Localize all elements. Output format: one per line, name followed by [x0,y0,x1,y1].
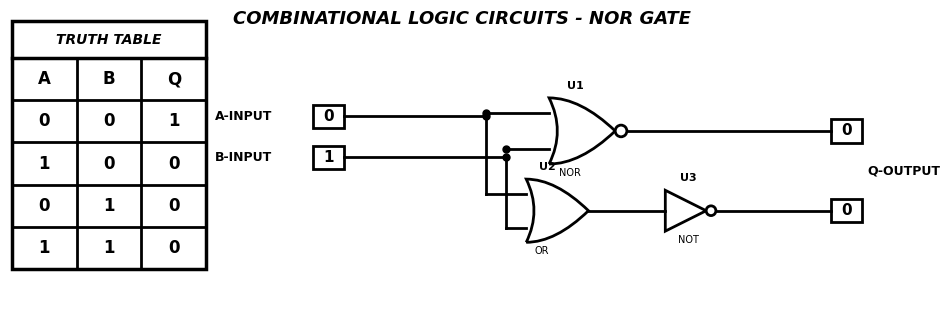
Text: 0: 0 [168,154,180,173]
Text: OR: OR [535,246,549,256]
Text: U1: U1 [567,81,584,91]
Text: B: B [103,70,115,88]
PathPatch shape [549,98,616,164]
Text: 1: 1 [104,239,115,257]
Text: 0: 0 [104,112,115,130]
PathPatch shape [526,179,588,242]
Bar [11,21,206,269]
Text: U3: U3 [680,174,697,183]
Text: A: A [38,70,50,88]
Text: 0: 0 [168,197,180,215]
Text: 0: 0 [104,154,115,173]
Text: 0: 0 [168,239,180,257]
Text: NOR: NOR [559,168,580,178]
Text: Q: Q [166,70,180,88]
Text: 1: 1 [38,154,49,173]
Bar [830,199,862,222]
Polygon shape [665,190,706,231]
Text: 1: 1 [168,112,180,130]
Bar [314,105,344,128]
Text: Q-OUTPUT: Q-OUTPUT [867,164,940,177]
Text: 1: 1 [324,150,334,165]
Text: 0: 0 [38,197,49,215]
Text: 0: 0 [38,112,49,130]
Text: B-INPUT: B-INPUT [215,151,273,164]
Circle shape [616,125,627,137]
Text: COMBINATIONAL LOGIC CIRCUITS - NOR GATE: COMBINATIONAL LOGIC CIRCUITS - NOR GATE [233,10,691,28]
Text: 1: 1 [104,197,115,215]
Bar [830,119,862,143]
Text: TRUTH TABLE: TRUTH TABLE [56,33,162,47]
Text: NOT: NOT [678,235,699,245]
Text: 0: 0 [323,109,334,124]
Text: 0: 0 [841,203,851,218]
Bar [314,146,344,169]
Circle shape [706,206,716,215]
Text: 0: 0 [841,123,851,139]
Text: 1: 1 [38,239,49,257]
Text: A-INPUT: A-INPUT [215,110,273,123]
Text: U2: U2 [540,162,556,172]
